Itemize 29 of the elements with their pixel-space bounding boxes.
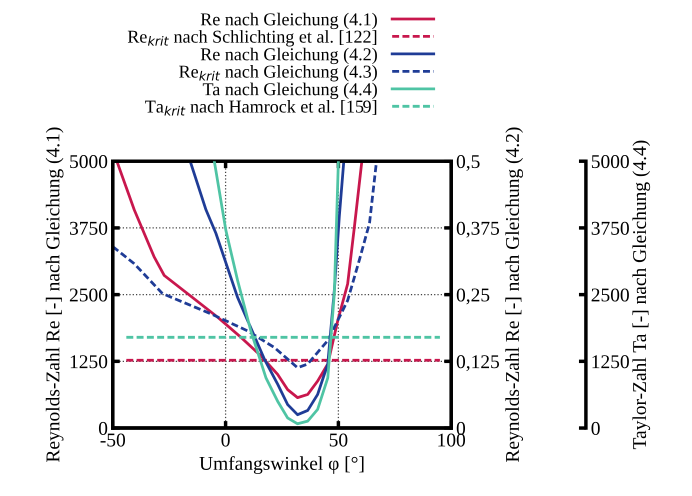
x-axis-title: Umfangswinkel φ [°] [199, 456, 364, 474]
y-tick-label: 5000 [70, 155, 108, 168]
y2-tick-label: 0,5 [456, 155, 480, 171]
y3-axis-title: Taylor-Zahl Ta [-] nach Gleichung (4.4) [632, 140, 650, 450]
legend-label: Re nach Gleichung (4.2) [200, 48, 377, 64]
y3-tick-label: 3750 [592, 222, 629, 235]
y-tick-label: 2500 [70, 288, 108, 302]
x-tick-label: 0 [221, 433, 230, 447]
y-tick-label: 1250 [70, 355, 108, 368]
y3-tick-label: 1250 [592, 355, 629, 368]
legend-label: Ta$_{krit}$ nach Hamrock et al. [159] [145, 100, 376, 116]
y-axis-title: Reynolds-Zahl Re [-] nach Gleichung (4.1) [46, 128, 64, 462]
x-tick-label: 50 [330, 433, 348, 447]
y2-tick-label: 0 [456, 422, 466, 435]
y2-tick-label: 0,375 [456, 222, 500, 238]
x-tick-label: -50 [100, 433, 126, 447]
y-tick-label: 0 [98, 422, 108, 435]
y3-tick-label: 2500 [592, 288, 629, 302]
y2-axis-title: Reynolds-Zahl Re [-] nach Gleichung (4.2) [505, 128, 524, 462]
legend-label: Re$_{krit}$ nach Schlichting et al. [122] [128, 30, 376, 46]
y-tick-label: 3750 [70, 222, 108, 235]
y3-tick-label: 5000 [592, 155, 629, 168]
legend-label: Re$_{krit}$ nach Gleichung (4.3) [179, 65, 377, 82]
y2-tick-label: 0,125 [456, 355, 500, 372]
legend-label: Ta nach Gleichung (4.4) [202, 82, 377, 100]
legend-label: Re nach Gleichung (4.1) [200, 12, 377, 30]
x-tick-label: 100 [438, 433, 466, 447]
y3-tick-label: 0 [592, 422, 600, 435]
y2-tick-label: 0,25 [456, 288, 490, 304]
